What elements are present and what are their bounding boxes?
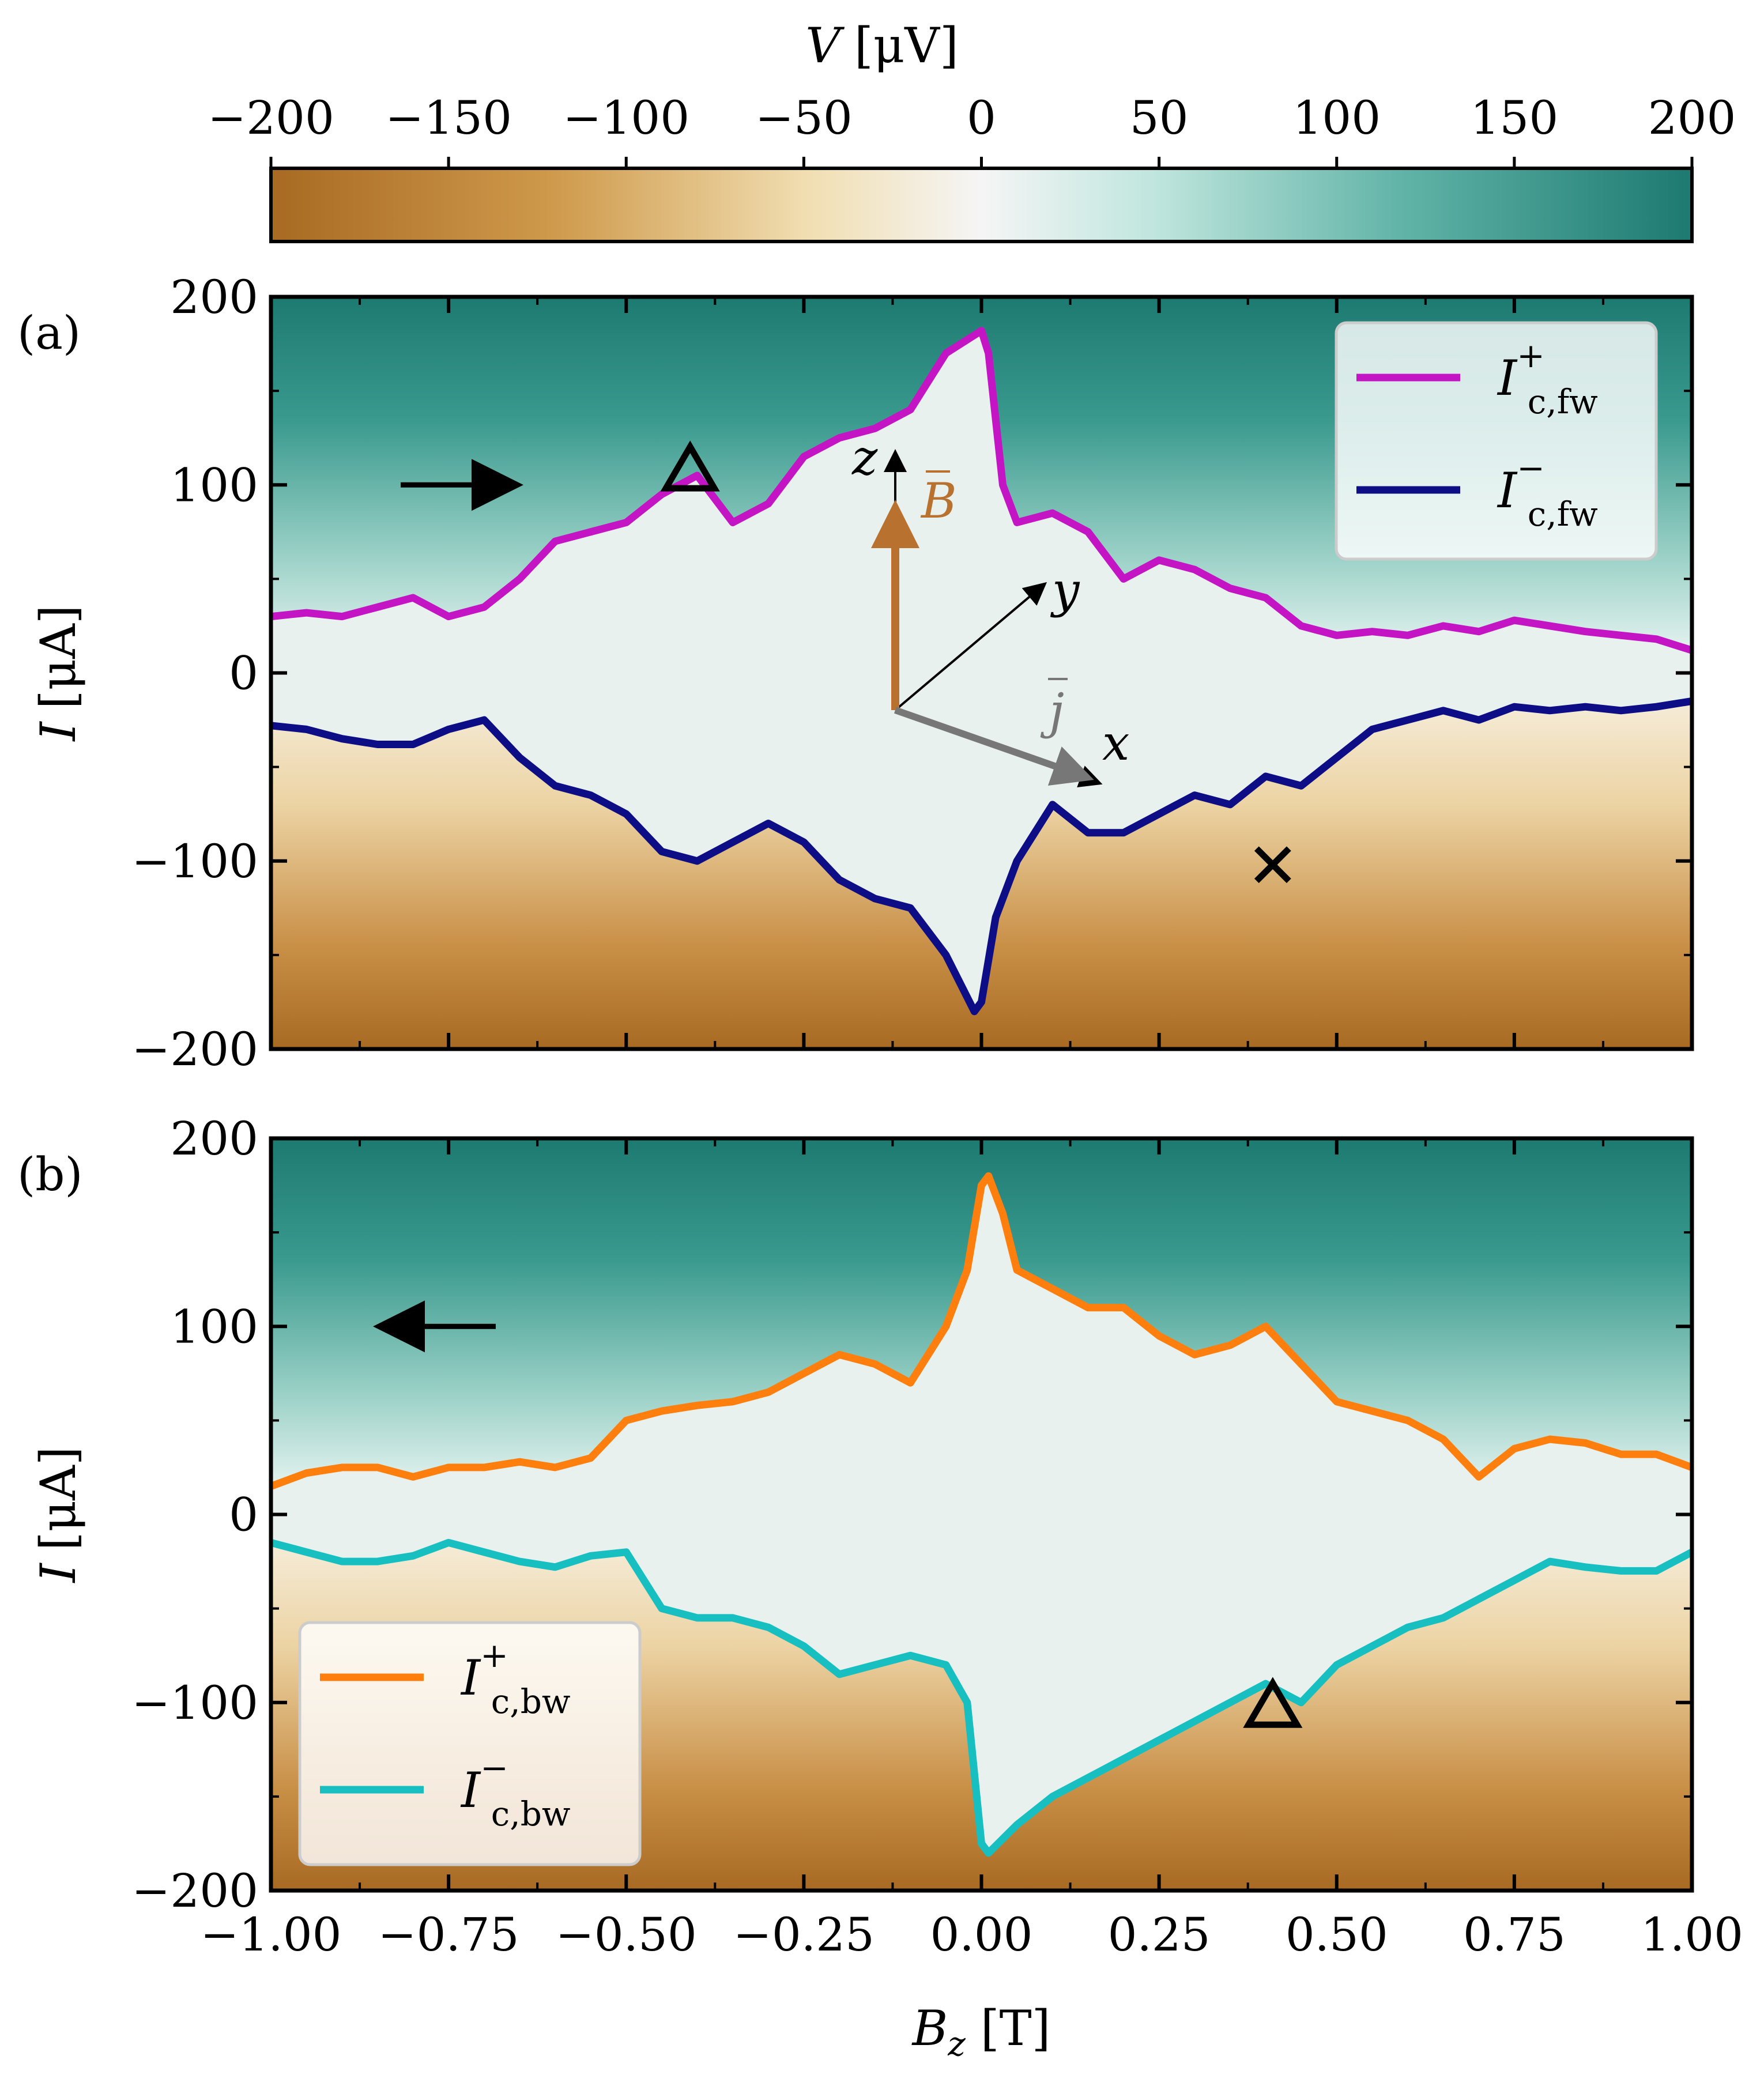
y-axis-label-inset: y: [1050, 562, 1080, 618]
y-tick-label: 200: [170, 1112, 258, 1165]
y-axis-arrow: [894, 582, 1047, 711]
legend-entry-label: I+ c,bw: [460, 1636, 571, 1721]
panel-label: (b): [17, 1148, 83, 1201]
x-tick-label: 0.00: [930, 1908, 1032, 1961]
colorbar: V [μV] −200 −150 −100 −50 0 50 100 150 200: [208, 17, 1736, 243]
current-density-vector: [894, 707, 1094, 786]
colorbar-label: V [μV]: [805, 17, 958, 74]
cross-marker: [1254, 846, 1291, 884]
y-tick-label: 0: [229, 647, 258, 700]
x-tick-label: 1.00: [1641, 1908, 1743, 1961]
series-line-plus: [271, 1172, 1692, 1490]
y-tick-label: 100: [170, 458, 258, 512]
x-tick-label: 0.75: [1463, 1908, 1566, 1961]
triangle-marker: [1243, 1677, 1303, 1728]
y-axis-label: I[μA]: [30, 1447, 86, 1584]
colorbar-tick-label: 200: [1648, 91, 1736, 145]
z-axis-label: z: [851, 429, 878, 486]
y-tick-label: −200: [131, 1864, 258, 1918]
axis-ticks: [269, 1137, 1694, 1892]
y-tick-label: −100: [131, 1676, 258, 1730]
x-tick-label: −1.00: [200, 1908, 341, 1961]
y-tick-label: 0: [229, 1488, 258, 1542]
y-tick-label: 200: [170, 270, 258, 324]
series-line-minus: [271, 1538, 1692, 1857]
x-tick-label: −0.75: [378, 1908, 519, 1961]
legend-entry-label: I+ c,fw: [1497, 336, 1598, 421]
x-axis-label-inset: x: [1102, 715, 1129, 771]
legend: I+ c,fw I− c,fw: [1335, 321, 1658, 561]
x-tick-label: −0.50: [556, 1908, 697, 1961]
legend-entry-label: I− c,bw: [460, 1748, 571, 1833]
triangle-marker: [660, 440, 720, 492]
colorbar-tick-label: 50: [1130, 91, 1189, 145]
colorbar-tick-label: 100: [1292, 91, 1381, 145]
B-vector-label: B: [920, 473, 957, 529]
x-tick-label: −0.25: [733, 1908, 875, 1961]
legend-box: [298, 1621, 642, 1866]
y-tick-label: −100: [131, 835, 258, 888]
panel-label: (a): [17, 306, 81, 360]
legend-box: [1335, 321, 1658, 561]
legend: I+ c,bw I− c,bw: [298, 1621, 642, 1866]
x-tick-label: 0.50: [1286, 1908, 1388, 1961]
negative-voltage-region: [271, 701, 1692, 1049]
colorbar-tick-label: 0: [967, 91, 996, 145]
series-line-plus: [271, 327, 1692, 654]
colorbar-gradient: [269, 167, 1694, 243]
series-line-minus: [271, 697, 1692, 1016]
panel-b: 200 100 0 −100 −200−1.00 −0.75 −0.50 −0.25 0.00 0…: [17, 1112, 1743, 2063]
y-tick-label: 100: [170, 1300, 258, 1353]
x-axis-label: Bz [T]: [911, 2000, 1051, 2063]
colorbar-tick-label: 150: [1471, 91, 1559, 145]
colorbar-label-symbol: V: [805, 17, 845, 74]
y-tick-label: −200: [131, 1023, 258, 1076]
axis-ticks: [269, 295, 1694, 1051]
x-tick-label: 0.25: [1108, 1908, 1211, 1961]
legend-entry-label: I− c,fw: [1497, 448, 1598, 534]
colorbar-label-unit: [μV]: [854, 17, 959, 74]
colorbar-tick-label: −150: [385, 91, 512, 145]
y-axis-label: I[μA]: [30, 605, 86, 742]
colorbar-tick-label: −100: [563, 91, 689, 145]
colorbar-tick-label: −50: [755, 91, 853, 145]
colorbar-tick-label: −200: [208, 91, 334, 145]
colorbar-tick-labels: −200 −150 −100 −50 0 50 100 150 200: [208, 91, 1736, 168]
